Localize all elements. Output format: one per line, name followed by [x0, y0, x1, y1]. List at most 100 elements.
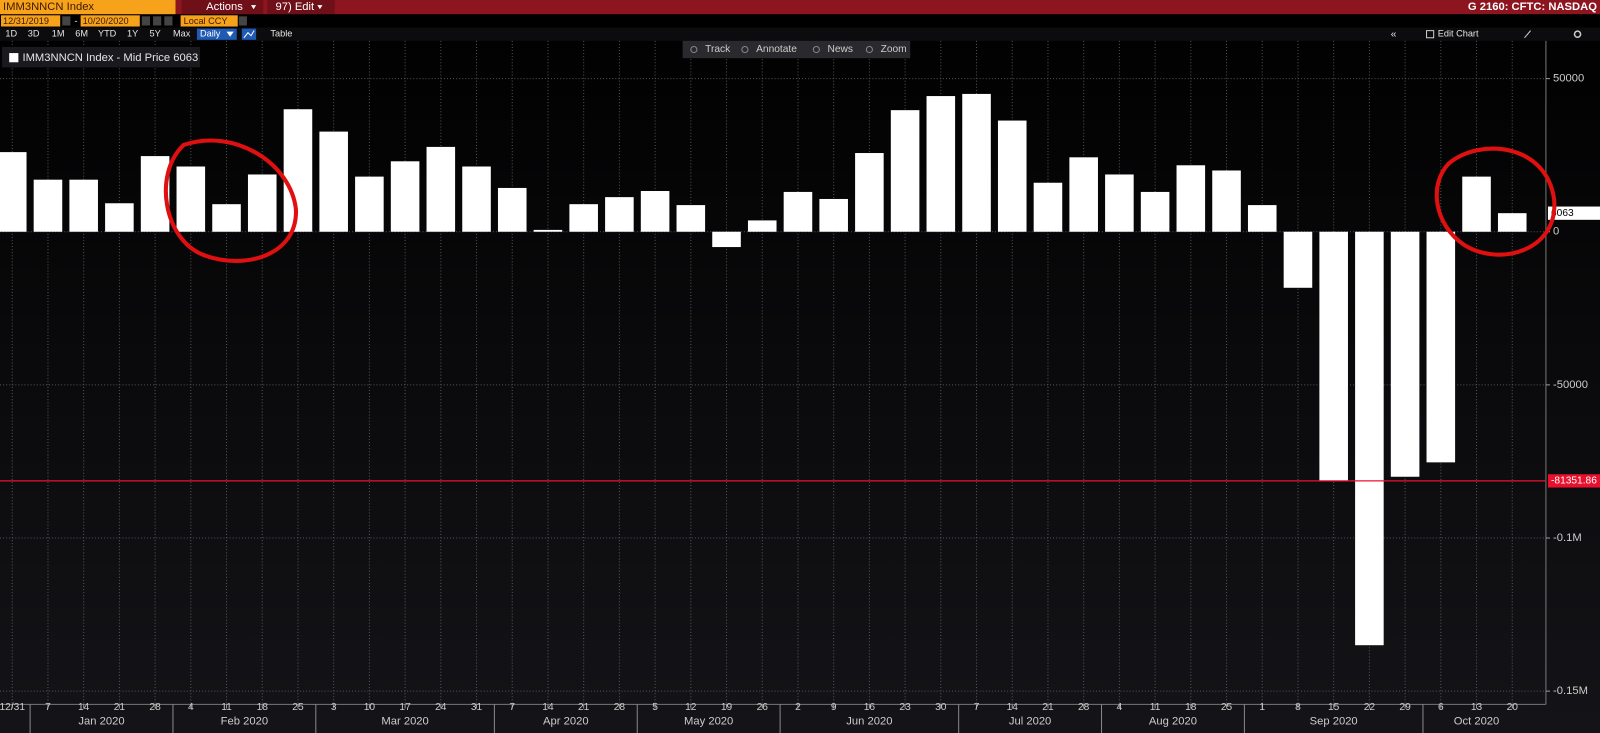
period-button[interactable]: 3D	[28, 29, 40, 39]
bar	[1355, 231, 1384, 646]
chart-icon	[243, 30, 255, 39]
x-tick-label: 7	[974, 702, 980, 713]
bar	[462, 166, 491, 232]
bar	[783, 191, 813, 232]
bar	[676, 205, 706, 232]
x-tick-label: 15	[1328, 702, 1340, 713]
security-field[interactable]	[0, 0, 176, 15]
bar	[105, 203, 134, 232]
currency-dropdown[interactable]	[238, 16, 247, 26]
x-tick-label: 16	[864, 702, 876, 713]
x-tick-label: 12	[685, 702, 697, 713]
period-button[interactable]: 6M	[75, 29, 88, 39]
edit-menu[interactable]	[267, 0, 335, 15]
bar	[1462, 176, 1491, 232]
x-tick-label: 18	[257, 702, 269, 713]
bar	[1105, 174, 1134, 232]
legend-label: IMM3NNCN Index - Mid Price 6063	[22, 52, 198, 64]
tool-button[interactable]: Track	[705, 44, 731, 55]
period-button[interactable]: Max	[173, 29, 191, 39]
bar	[355, 176, 384, 232]
x-tick-label: 31	[471, 702, 483, 713]
bar	[926, 96, 956, 232]
x-tick-label: 11	[221, 702, 232, 713]
edit: 97) Edit	[276, 1, 316, 13]
bar	[426, 146, 456, 232]
x-tick-label: 7	[45, 702, 51, 713]
dropdown-arrow	[226, 31, 234, 37]
end-date-field[interactable]	[80, 15, 140, 27]
bar	[1176, 165, 1206, 232]
x-tick-label: 17	[399, 702, 411, 713]
tool-icon	[865, 45, 873, 54]
x-tick-label: 14	[78, 702, 90, 713]
collapse-button[interactable]: «	[1391, 29, 1397, 40]
x-tick-label: 14	[542, 702, 554, 713]
tool-button[interactable]: News	[828, 44, 853, 55]
x-group-label: Aug 2020	[1149, 716, 1197, 728]
last-price: 6063	[173, 52, 198, 64]
actions-menu[interactable]	[181, 0, 264, 15]
last-value-tag	[1547, 206, 1600, 220]
period-button[interactable]: 1D	[5, 29, 17, 39]
period-button[interactable]: 1M	[52, 29, 65, 39]
start-date-field[interactable]	[1, 15, 61, 27]
x-tick-label: 26	[757, 702, 769, 713]
x-tick-label: 25	[292, 702, 304, 713]
prev-button[interactable]	[153, 16, 162, 26]
y-tick-label: -0.15M	[1553, 685, 1588, 697]
bar	[1212, 170, 1241, 232]
tool-button[interactable]: Annotate	[756, 44, 797, 55]
x-tick-label: 6	[1438, 702, 1444, 713]
bar	[1319, 231, 1348, 481]
title-bar	[0, 0, 1600, 15]
frequency-dropdown[interactable]	[196, 28, 237, 40]
x-tick-label: 11	[1150, 702, 1161, 713]
edit-chart-icon	[1426, 30, 1435, 39]
x-tick-label: 25	[1221, 702, 1233, 713]
calendar-button[interactable]	[141, 16, 150, 26]
bar	[819, 198, 848, 232]
bar	[212, 204, 241, 232]
end-date: 10/20/2020	[83, 16, 129, 26]
x-tick-label: 4	[1117, 702, 1123, 713]
y-tick-label: 0	[1553, 226, 1559, 238]
hand-drawn-circle	[1434, 146, 1557, 257]
edit-chart[interactable]: Edit Chart	[1438, 29, 1479, 39]
bar	[247, 174, 277, 232]
bar	[1033, 182, 1063, 232]
bar	[712, 231, 741, 248]
bar	[1426, 231, 1456, 463]
x-tick-label: 5	[652, 702, 658, 713]
bar	[1140, 191, 1170, 232]
next-button[interactable]	[164, 16, 173, 26]
bar	[1283, 231, 1313, 288]
bar	[962, 93, 991, 232]
table-button[interactable]: Table	[270, 29, 292, 39]
bar	[497, 187, 527, 232]
bar	[890, 110, 920, 232]
legend	[2, 46, 200, 68]
period-button[interactable]: 1Y	[127, 29, 138, 39]
bar	[855, 153, 884, 232]
bar	[1069, 157, 1098, 232]
bar	[0, 152, 27, 232]
settings-icon[interactable]	[1573, 30, 1582, 39]
currency-field[interactable]	[180, 15, 238, 27]
bar	[1390, 231, 1420, 477]
tool-button[interactable]: Zoom	[881, 44, 907, 55]
x-group-label: Jan 2020	[78, 716, 124, 728]
period-button[interactable]: YTD	[98, 29, 117, 39]
bar	[69, 179, 98, 232]
x-tick-label: 13	[1471, 702, 1483, 713]
chart-toolbar	[682, 40, 911, 59]
calendar-button[interactable]	[62, 16, 71, 26]
pen-icon[interactable]	[1524, 30, 1531, 39]
x-tick-label: 20	[1507, 702, 1519, 713]
period-button[interactable]: 5Y	[149, 29, 160, 39]
x-tick-label: 10	[364, 702, 376, 713]
dropdown-arrow	[317, 5, 323, 10]
bar	[1247, 205, 1277, 232]
bar	[533, 229, 563, 232]
